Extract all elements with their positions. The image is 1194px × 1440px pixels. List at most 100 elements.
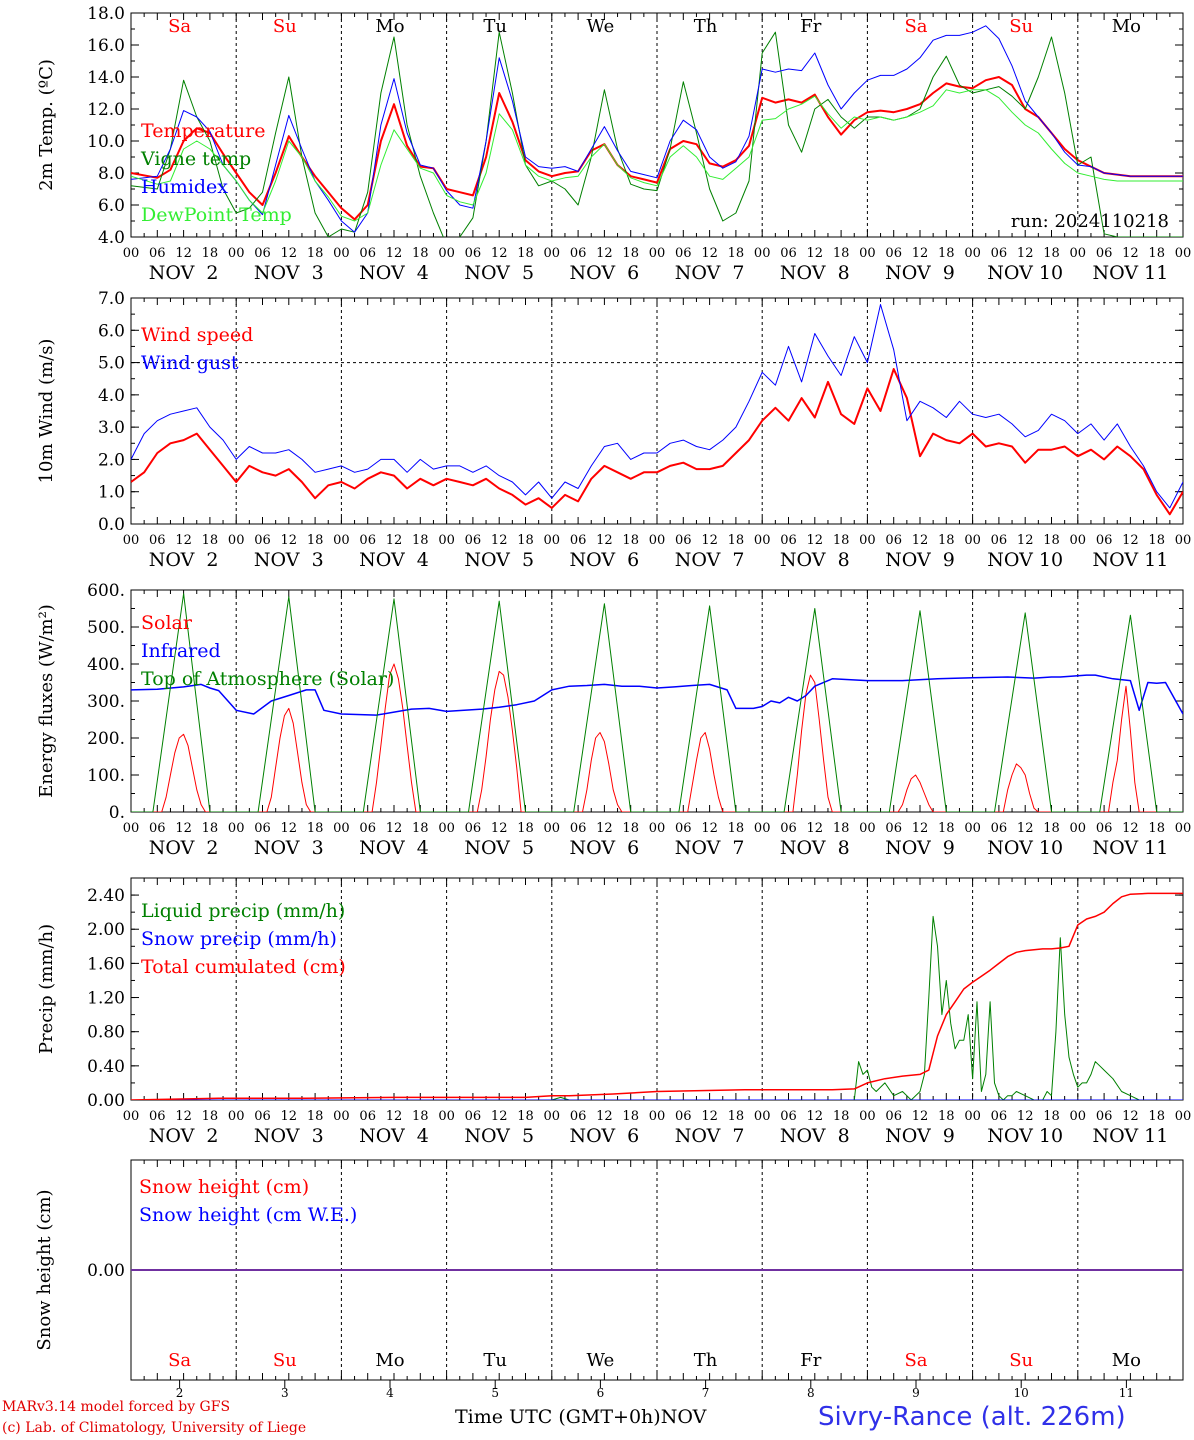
hour-label: 18 xyxy=(202,246,219,261)
hour-label: 12 xyxy=(1017,246,1034,261)
date-label: NOV 6 xyxy=(570,549,640,571)
y-tick-label: 4.0 xyxy=(98,386,125,406)
weekday-label: Th xyxy=(694,16,718,37)
x-axis-title: Time UTC (GMT+0h)NOV xyxy=(455,1406,706,1428)
hour-label: 00 xyxy=(123,1109,140,1124)
panel-snow: 0.00 Snow height (cm) Sa Su Mo Tu We Th Fr Sa Su Mo… xyxy=(34,1159,1184,1400)
hour-label: 06 xyxy=(780,533,797,548)
date-label: NOV 3 xyxy=(254,837,324,859)
date-label: NOV 11 xyxy=(1092,262,1168,284)
hour-label: 18 xyxy=(517,1109,534,1124)
hour-label: 06 xyxy=(1096,533,1113,548)
weekday-label: Sa xyxy=(904,16,927,37)
hour-label: 06 xyxy=(675,246,692,261)
series-line-total-cumulated-cm- xyxy=(131,892,1183,1100)
date-label: NOV 4 xyxy=(359,837,429,859)
hour-label: 06 xyxy=(780,246,797,261)
hour-label: 12 xyxy=(807,1109,824,1124)
hour-label: 00 xyxy=(754,1109,771,1124)
hour-label: 12 xyxy=(491,821,508,836)
hour-label: 18 xyxy=(1043,821,1060,836)
hour-label: 06 xyxy=(254,1109,271,1124)
hour-label: 00 xyxy=(438,821,455,836)
hour-label: 06 xyxy=(1096,1109,1113,1124)
hour-label: 06 xyxy=(465,1109,482,1124)
hour-label: 18 xyxy=(1148,1109,1165,1124)
hour-label: 18 xyxy=(833,246,850,261)
hour-label: 12 xyxy=(1017,533,1034,548)
hour-label: 12 xyxy=(1122,1109,1139,1124)
hour-label: 00 xyxy=(544,1109,561,1124)
y-tick-label: 14.0 xyxy=(87,68,125,88)
hour-label: 06 xyxy=(675,821,692,836)
y-tick-label: 2.40 xyxy=(87,886,125,906)
hour-label: 06 xyxy=(465,821,482,836)
date-label: NOV 11 xyxy=(1092,549,1168,571)
weekday-label: Sa xyxy=(168,16,191,37)
hour-label: 00 xyxy=(859,246,876,261)
date-label: NOV 3 xyxy=(254,1125,324,1147)
hour-label: 06 xyxy=(149,821,166,836)
date-label: NOV 5 xyxy=(464,1125,534,1147)
hour-label: 12 xyxy=(175,821,192,836)
date-label: NOV 9 xyxy=(885,262,955,284)
hour-label: 18 xyxy=(412,821,429,836)
date-label: NOV 5 xyxy=(464,837,534,859)
y-tick-label: 3.0 xyxy=(98,418,125,438)
hour-label: 06 xyxy=(1096,821,1113,836)
hour-label: 06 xyxy=(149,533,166,548)
hour-label: 12 xyxy=(701,821,718,836)
hour-label: 12 xyxy=(1122,246,1139,261)
hour-label: 12 xyxy=(701,1109,718,1124)
legend-entry: Snow height (cm) xyxy=(139,1176,309,1198)
hour-label: 06 xyxy=(570,246,587,261)
date-label: NOV 8 xyxy=(780,1125,850,1147)
station-name: Sivry-Rance (alt. 226m) xyxy=(818,1402,1126,1432)
hour-label: 00 xyxy=(544,246,561,261)
date-label: NOV 10 xyxy=(987,1125,1063,1147)
hour-label: 18 xyxy=(1148,821,1165,836)
hour-label: 12 xyxy=(386,1109,403,1124)
weekday-label: Tu xyxy=(483,16,507,37)
hour-label: 18 xyxy=(938,1109,955,1124)
hour-label: 06 xyxy=(885,1109,902,1124)
series-group xyxy=(131,304,1183,516)
hour-label: 18 xyxy=(622,533,639,548)
hour-label: 18 xyxy=(412,533,429,548)
hour-label: 18 xyxy=(833,1109,850,1124)
date-label: NOV 4 xyxy=(359,1125,429,1147)
hour-label: 12 xyxy=(807,821,824,836)
date-label: NOV 2 xyxy=(149,549,219,571)
panel-wind: 0.0 1.0 2.0 3.0 4.0 5.0 6.0 7.0 10m Wind (m/s) 00… xyxy=(36,289,1191,571)
hour-label: 06 xyxy=(780,821,797,836)
hour-label: 18 xyxy=(1148,533,1165,548)
hour-label: 18 xyxy=(938,821,955,836)
hour-label: 12 xyxy=(807,533,824,548)
hour-label: 12 xyxy=(1122,821,1139,836)
date-label: NOV 10 xyxy=(987,837,1063,859)
hour-label: 06 xyxy=(675,1109,692,1124)
date-label: NOV 2 xyxy=(149,837,219,859)
hour-label: 18 xyxy=(833,821,850,836)
weekday-label: Fr xyxy=(800,16,821,37)
hour-label: 00 xyxy=(964,246,981,261)
y-tick-label: 1.60 xyxy=(87,954,125,974)
hour-label: 06 xyxy=(149,1109,166,1124)
weekday-label: Su xyxy=(1009,1350,1033,1371)
hour-label: 00 xyxy=(438,1109,455,1124)
hour-label: 00 xyxy=(964,533,981,548)
hour-label: 18 xyxy=(307,1109,324,1124)
y-tick-label: 0.00 xyxy=(87,1261,125,1281)
hour-label: 06 xyxy=(254,821,271,836)
hour-label: 06 xyxy=(254,246,271,261)
panel-precip: 0.00 0.40 0.80 1.20 1.60 2.00 2.40 Precip (mm/h… xyxy=(36,877,1191,1147)
date-label: NOV 6 xyxy=(570,1125,640,1147)
hour-label: 18 xyxy=(517,246,534,261)
hour-label: 00 xyxy=(964,821,981,836)
hour-label: 18 xyxy=(202,821,219,836)
legend-entry: Wind gust xyxy=(141,352,239,374)
series-line-top-of-atmosphere-solar- xyxy=(131,593,1183,812)
hour-label: 12 xyxy=(912,821,929,836)
hour-label: 06 xyxy=(570,821,587,836)
hour-label: 00 xyxy=(754,533,771,548)
